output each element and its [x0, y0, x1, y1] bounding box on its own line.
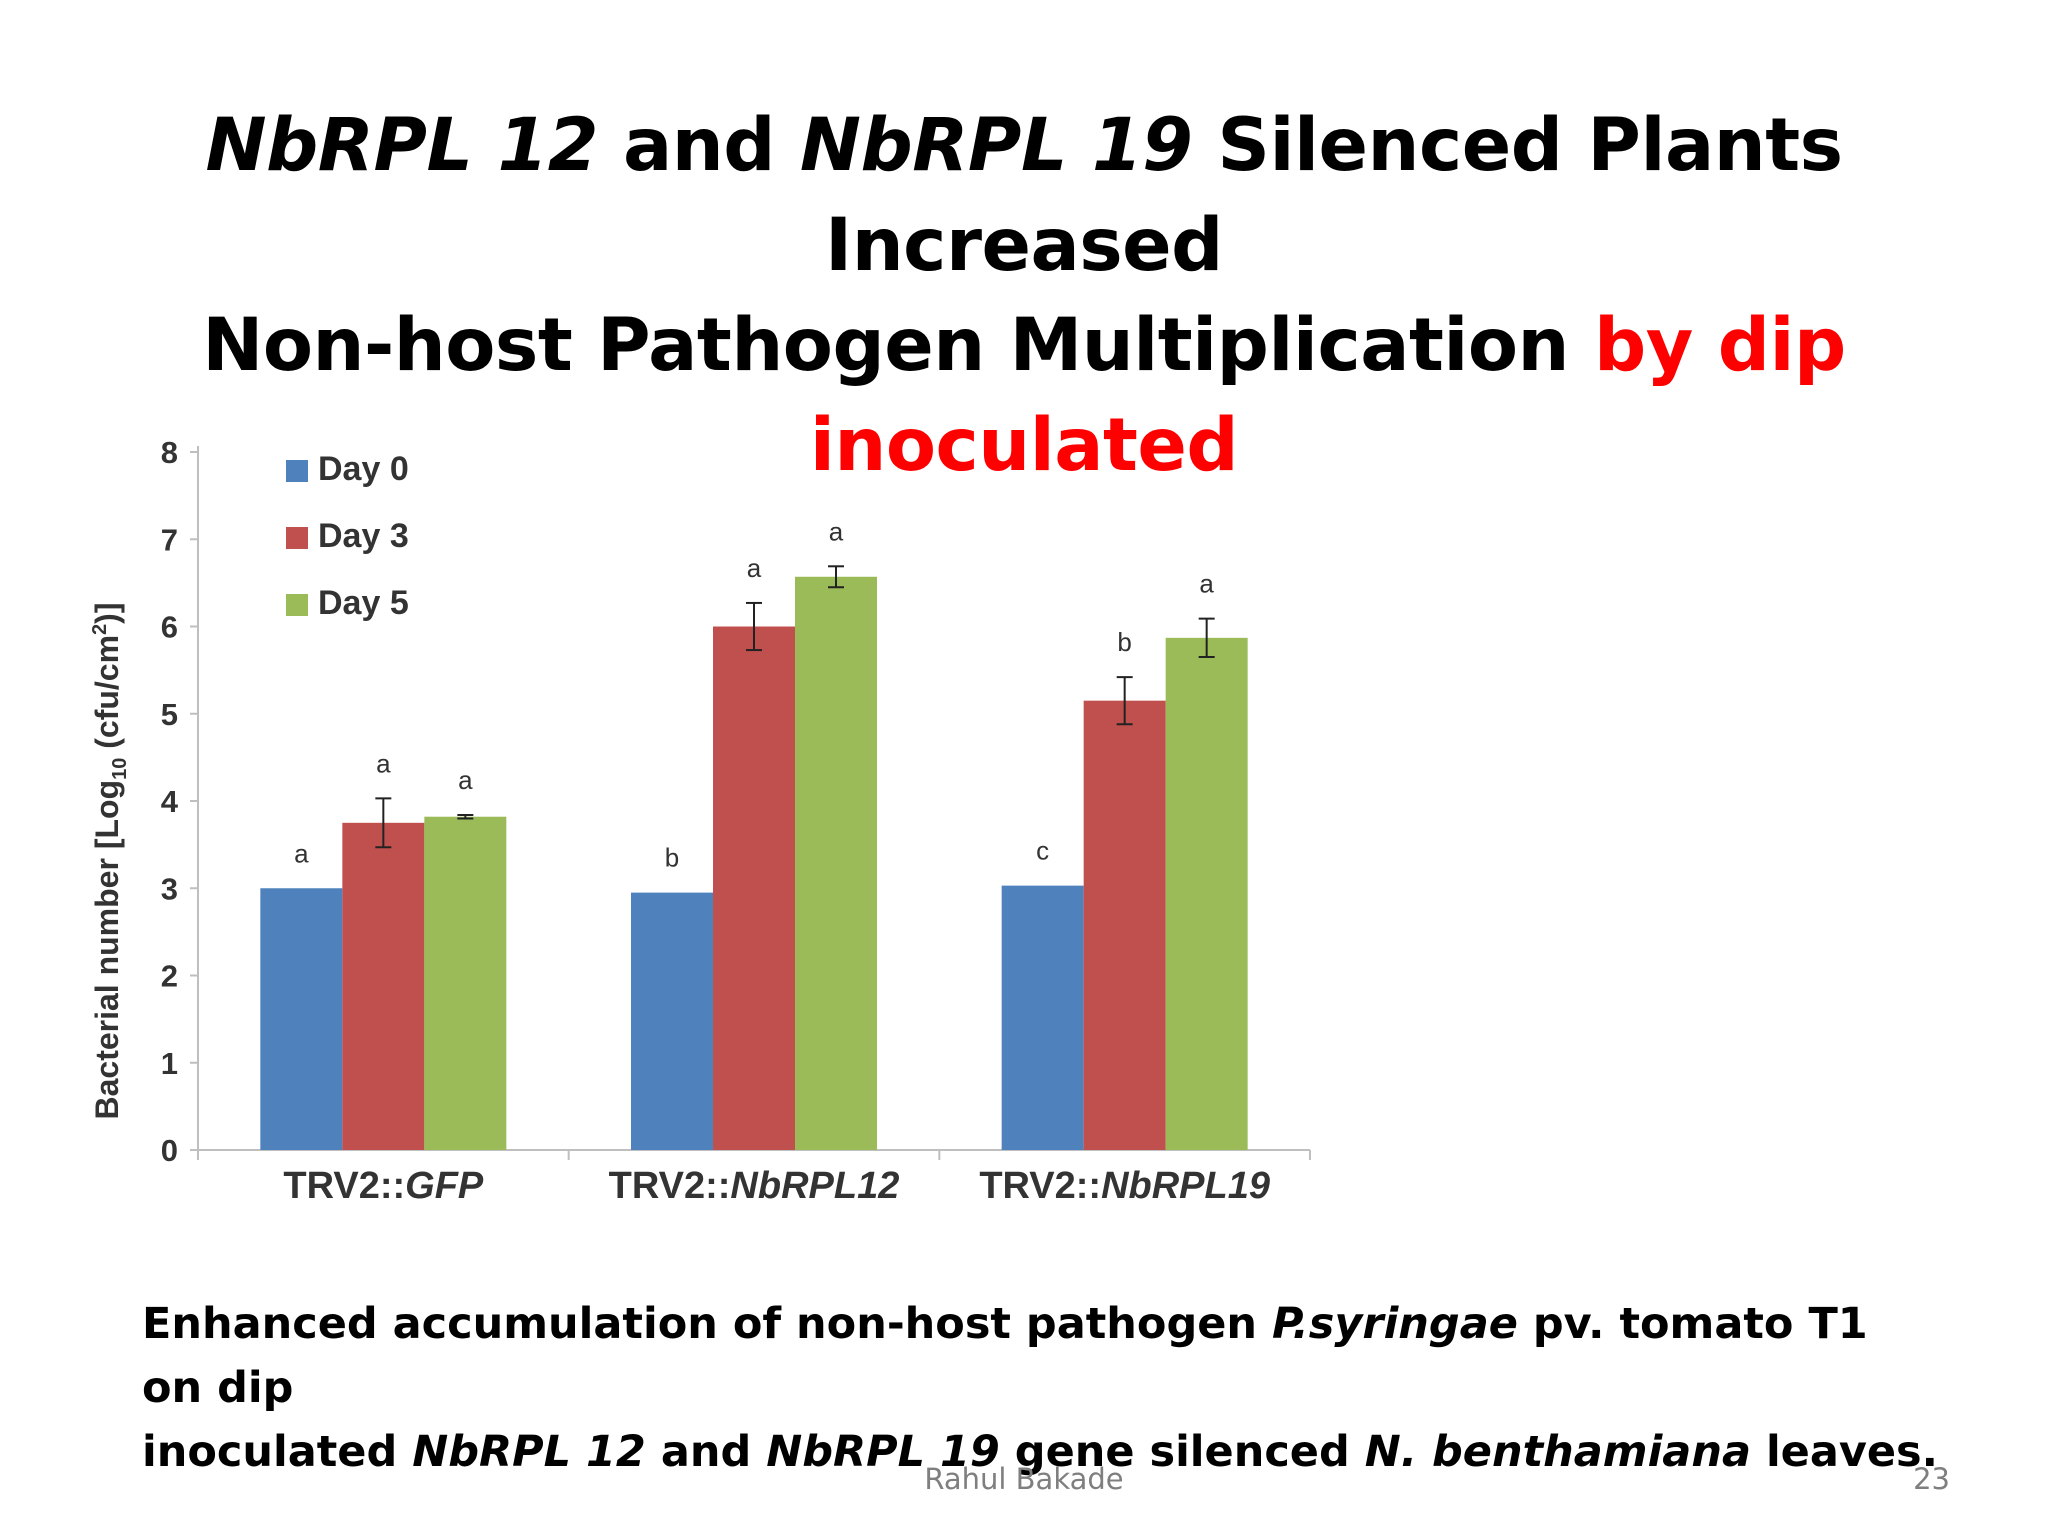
- figure-caption: Enhanced accumulation of non-host pathog…: [142, 1292, 1942, 1484]
- bar: [795, 576, 877, 1150]
- caption-segment: and: [645, 1427, 767, 1477]
- title-segment: and: [598, 103, 800, 188]
- caption-segment: gene silenced: [999, 1427, 1365, 1477]
- bar: [713, 626, 795, 1150]
- x-tick-label: TRV2::GFP: [283, 1165, 484, 1207]
- bar: [631, 892, 713, 1150]
- significance-letter: a: [458, 765, 473, 795]
- y-axis-label-part: Bacterial number [Log: [89, 780, 125, 1120]
- legend-swatch: [286, 594, 308, 616]
- bar: [424, 816, 507, 1150]
- caption-segment: pv. tomato T1 on dip: [142, 1299, 1868, 1413]
- caption-segment: P.syringae: [1271, 1299, 1518, 1349]
- title-line-2: Non-host Pathogen Multiplication by dip …: [0, 296, 2048, 496]
- y-axis-label-part: 2: [89, 624, 111, 635]
- legend-label: Day 0: [318, 450, 409, 488]
- y-tick-label: 3: [161, 871, 178, 906]
- title-segment: NbRPL 12: [205, 103, 599, 188]
- title-line-1: NbRPL 12 and NbRPL 19 Silenced Plants In…: [0, 96, 2048, 296]
- significance-letter: a: [376, 748, 391, 778]
- y-axis-label-part: )]: [89, 603, 125, 624]
- category-prefix: TRV2::: [283, 1165, 405, 1207]
- category-prefix: TRV2::: [609, 1165, 731, 1207]
- y-tick-label: 6: [161, 610, 178, 645]
- caption-line-2: inoculated NbRPL 12 and NbRPL 19 gene si…: [142, 1420, 1942, 1484]
- significance-letter: a: [294, 838, 309, 868]
- caption-segment: leaves.: [1750, 1427, 1938, 1477]
- slide-title: NbRPL 12 and NbRPL 19 Silenced Plants In…: [0, 96, 2048, 496]
- legend-label: Day 3: [318, 517, 409, 555]
- caption-segment: inoculated: [142, 1427, 413, 1477]
- footer-author: Rahul Bakade: [924, 1462, 1124, 1496]
- legend-swatch: [286, 527, 308, 549]
- title-segment: Non-host Pathogen Multiplication: [202, 303, 1594, 388]
- x-tick-label: TRV2::NbRPL12: [609, 1165, 900, 1207]
- significance-letter: b: [1117, 627, 1131, 657]
- bar: [342, 822, 425, 1150]
- caption-segment: N. benthamiana: [1364, 1427, 1751, 1477]
- title-segment: NbRPL 19: [799, 103, 1193, 188]
- category-prefix: TRV2::: [979, 1165, 1101, 1207]
- y-tick-label: 4: [161, 784, 179, 819]
- significance-letter: a: [1199, 569, 1214, 599]
- caption-line-1: Enhanced accumulation of non-host pathog…: [142, 1292, 1942, 1420]
- title-segment: by dip inoculated: [809, 303, 1846, 488]
- bar: [1001, 885, 1084, 1150]
- y-axis-label-part: 10: [109, 758, 131, 780]
- category-name: GFP: [405, 1165, 484, 1207]
- caption-segment: NbRPL 12: [412, 1427, 646, 1477]
- significance-letter: c: [1036, 836, 1049, 866]
- y-axis-label-part: (cfu/cm: [89, 635, 125, 758]
- y-axis-label: Bacterial number [Log10 (cfu/cm2)]: [89, 603, 131, 1120]
- significance-letter: a: [747, 553, 762, 583]
- y-tick-label: 1: [161, 1046, 178, 1081]
- y-tick-label: 0: [161, 1133, 178, 1168]
- category-name: NbRPL19: [1101, 1165, 1270, 1207]
- bar: [260, 888, 343, 1150]
- bar: [1165, 637, 1248, 1150]
- category-name: NbRPL12: [730, 1165, 899, 1207]
- y-tick-label: 7: [161, 522, 178, 557]
- x-tick-label: TRV2::NbRPL19: [979, 1165, 1270, 1207]
- y-tick-label: 8: [161, 435, 178, 470]
- page-number: 23: [1913, 1462, 1950, 1496]
- caption-segment: NbRPL 19: [766, 1427, 1000, 1477]
- bar: [1083, 700, 1166, 1150]
- significance-letter: b: [665, 843, 679, 873]
- legend-swatch: [286, 460, 308, 482]
- caption-segment: Enhanced accumulation of non-host pathog…: [142, 1299, 1272, 1349]
- y-tick-label: 5: [161, 697, 178, 732]
- title-segment: Silenced Plants Increased: [825, 103, 1843, 288]
- significance-letter: a: [829, 516, 844, 546]
- y-tick-label: 2: [161, 959, 178, 994]
- legend-label: Day 5: [318, 584, 409, 622]
